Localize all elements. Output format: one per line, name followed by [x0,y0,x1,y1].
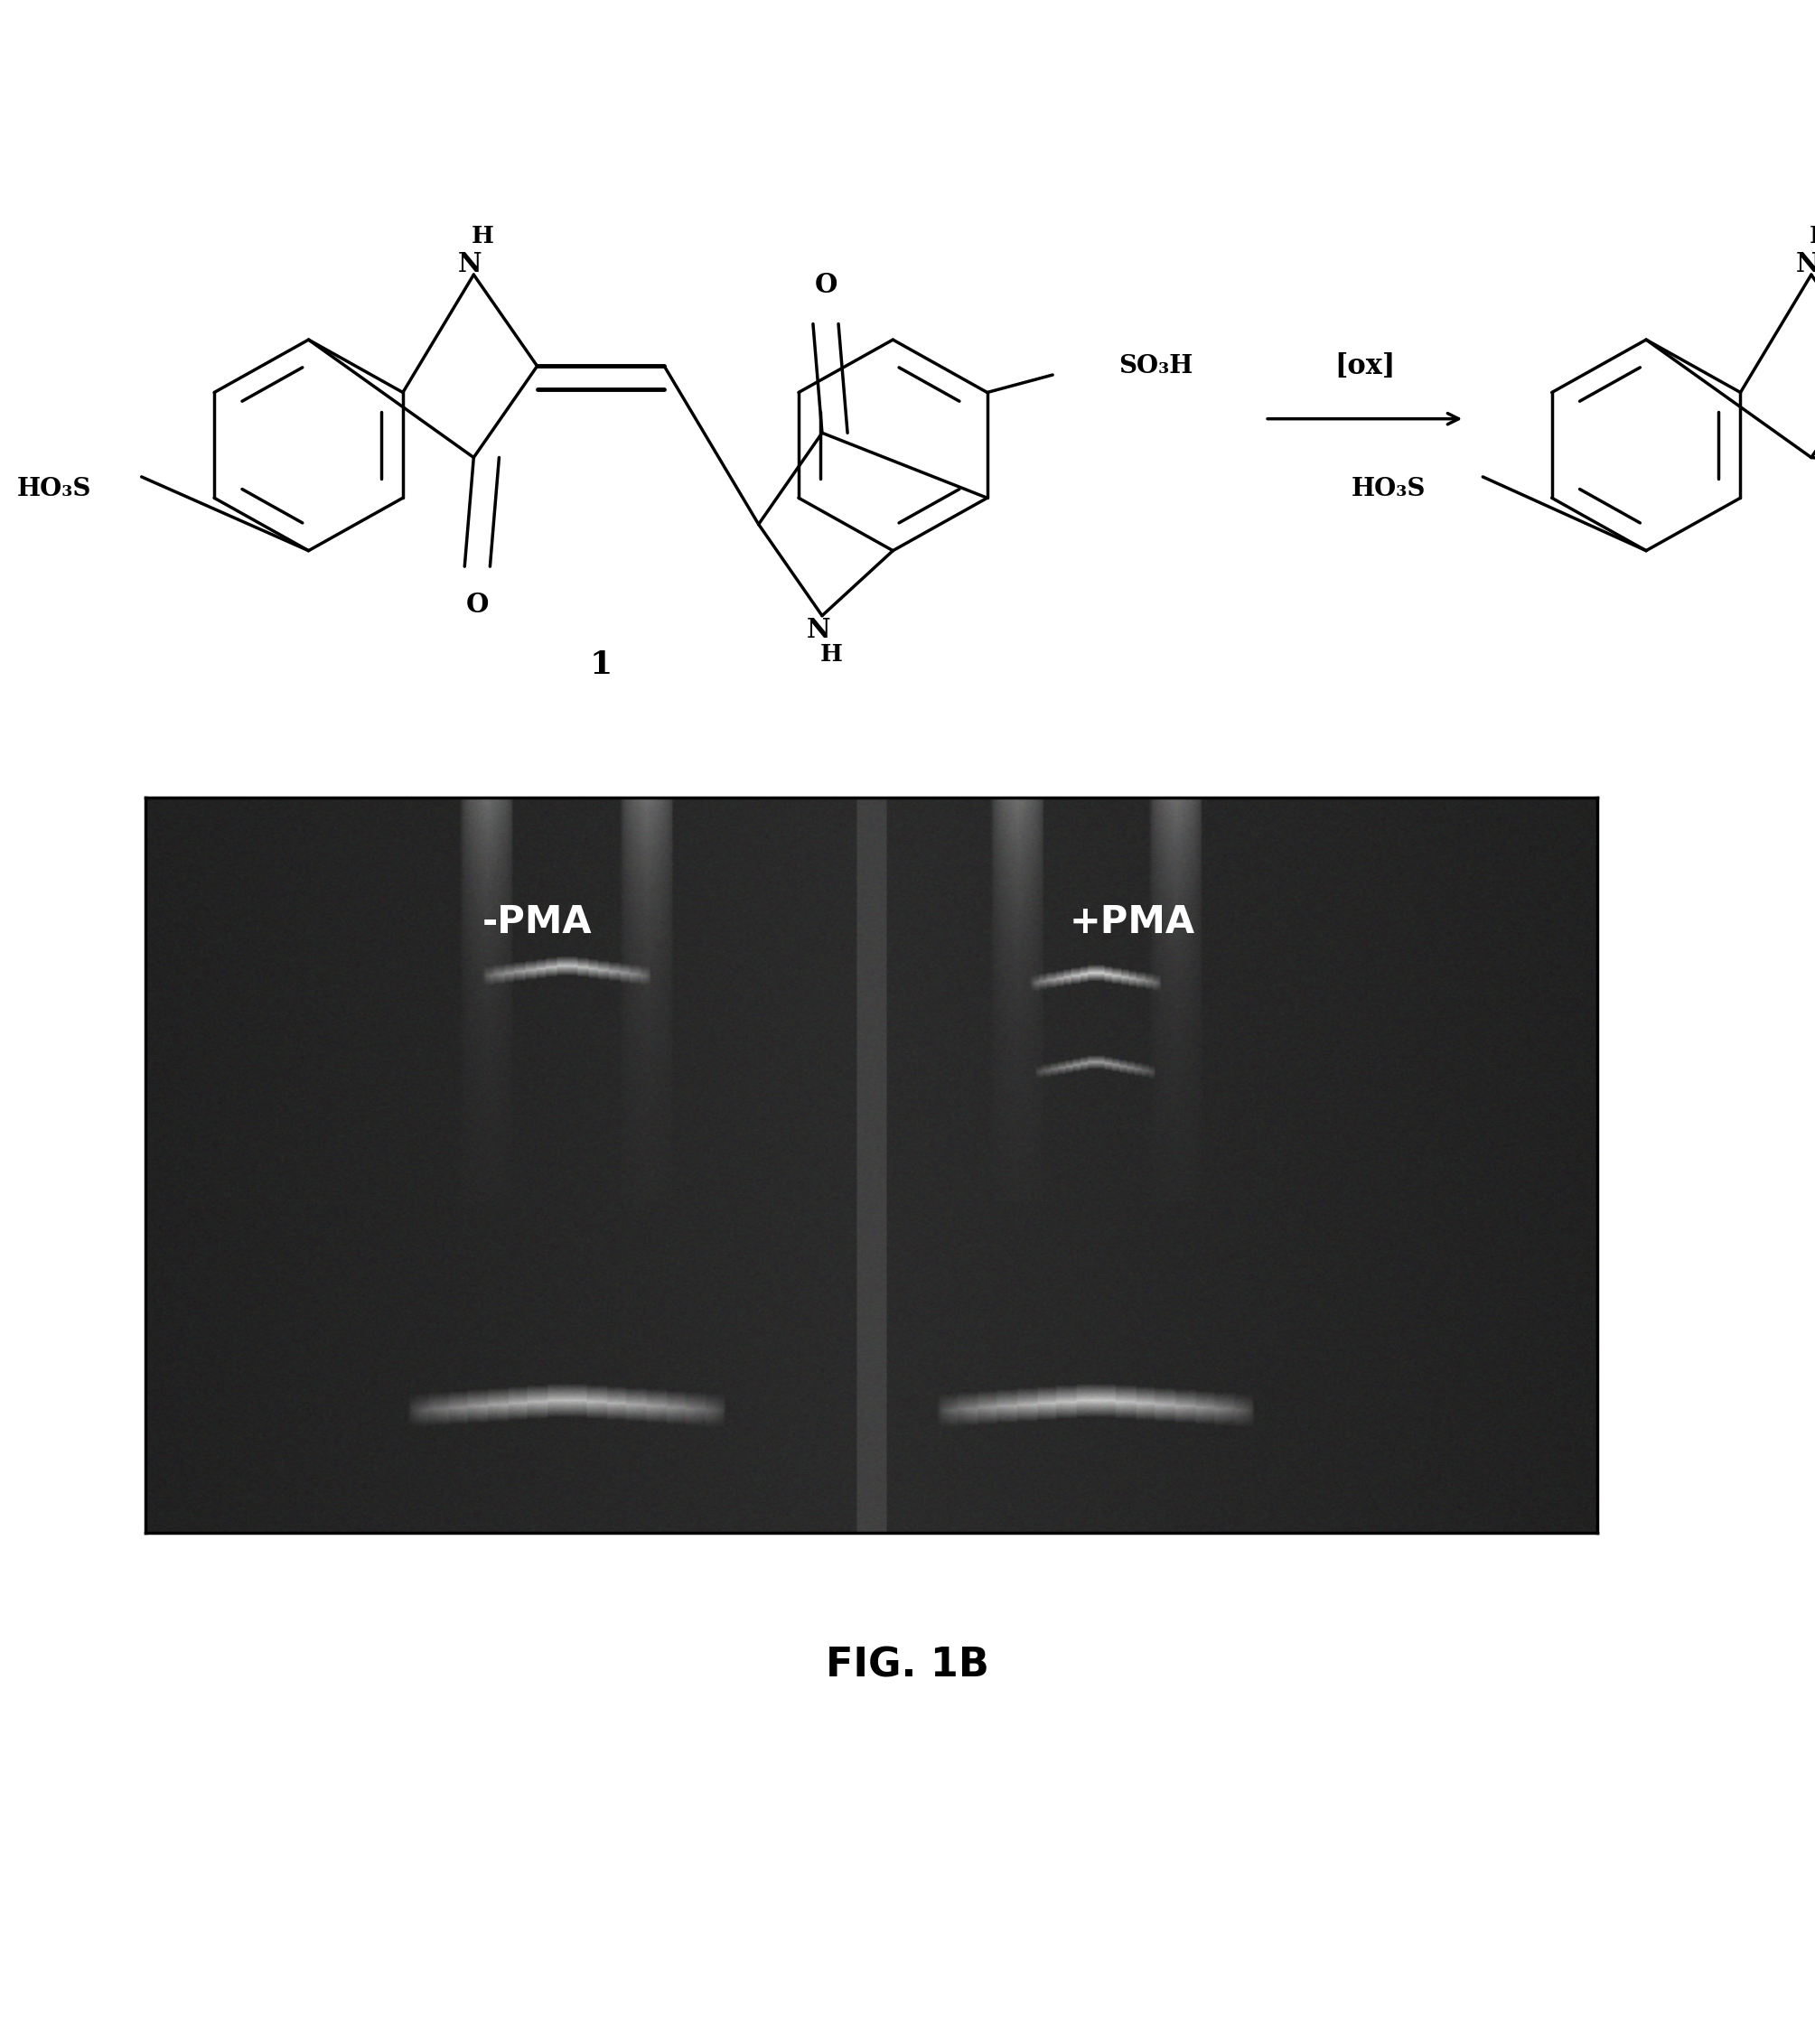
Text: N: N [806,617,831,644]
Text: N: N [1795,251,1815,278]
Text: H: H [820,644,842,666]
Text: SO₃H: SO₃H [1118,354,1192,378]
Text: 1: 1 [590,650,612,681]
Text: +PMA: +PMA [1069,903,1196,940]
Text: HO₃S: HO₃S [1350,476,1425,501]
Text: O: O [815,272,837,298]
Text: -PMA: -PMA [483,903,592,940]
Text: HO₃S: HO₃S [16,476,93,501]
Text: FIG. 1A: FIG. 1A [826,856,989,895]
Text: FIG. 1B: FIG. 1B [826,1645,989,1686]
Text: H: H [472,225,494,247]
Text: H: H [1810,225,1815,247]
Text: N: N [457,251,483,278]
Text: O: O [466,593,488,617]
Text: [ox]: [ox] [1334,352,1396,380]
